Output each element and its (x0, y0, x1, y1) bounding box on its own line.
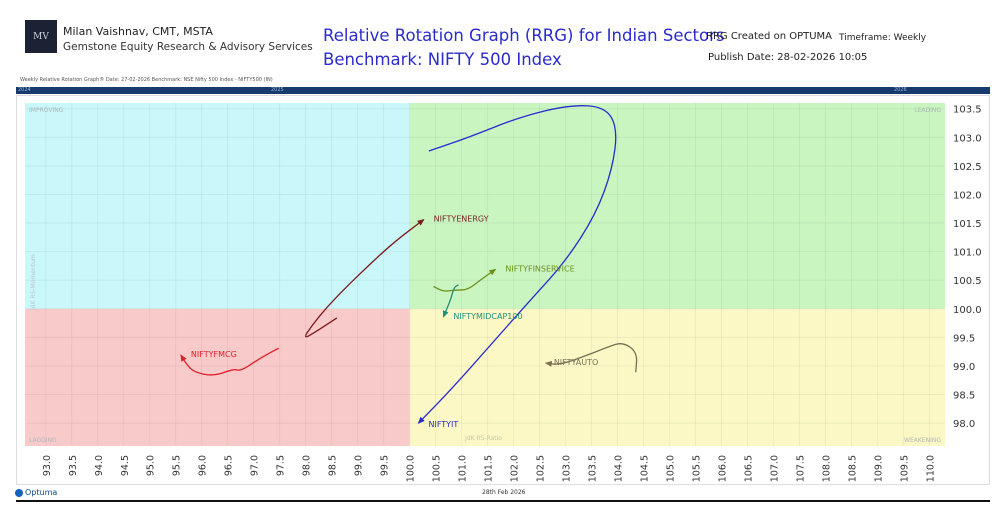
y-axis-label: JdK RS-Momentum (30, 254, 37, 311)
quadrant-leading (409, 103, 945, 309)
y-tick-label: 99.0 (953, 362, 975, 373)
bottom-divider (16, 500, 990, 502)
y-tick-label: 102.0 (953, 190, 982, 201)
series-label: NIFTYMIDCAP100 (453, 312, 522, 321)
publish-date: Publish Date: 28-02-2026 10:05 (708, 52, 868, 63)
x-tick-label: 104.0 (614, 455, 625, 482)
x-tick-label: 94.5 (120, 455, 131, 476)
x-tick-label: 96.0 (198, 455, 209, 476)
footer-date: 28th Feb 2026 (482, 489, 526, 496)
y-tick-label: 100.5 (953, 276, 982, 287)
chart-frame (16, 95, 990, 485)
x-tick-label: 107.0 (769, 455, 780, 482)
y-tick-label: 102.5 (953, 162, 982, 173)
x-tick-label: 93.5 (68, 455, 79, 476)
x-tick-label: 108.5 (847, 455, 858, 482)
x-tick-label: 102.0 (510, 455, 521, 482)
x-tick-label: 104.5 (640, 455, 651, 482)
y-tick-label: 101.0 (953, 248, 982, 259)
x-tick-label: 109.0 (873, 455, 884, 482)
author-name: Milan Vaishnav, CMT, MSTA (63, 25, 213, 38)
x-tick-label: 100.0 (406, 455, 417, 482)
quadrant-label: IMPROVING (29, 107, 64, 114)
x-tick-label: 97.5 (276, 455, 287, 476)
x-tick-label: 95.0 (146, 455, 157, 476)
chart-subheader: Weekly Relative Rotation Graph® Date: 27… (20, 77, 273, 83)
x-tick-label: 96.5 (224, 455, 235, 476)
x-tick-label: 100.5 (432, 455, 443, 482)
series-label: NIFTYIT (428, 420, 458, 429)
y-tick-label: 100.0 (953, 305, 982, 316)
y-tick-label: 98.0 (953, 419, 975, 430)
x-tick-label: 109.5 (899, 455, 910, 482)
x-tick-label: 97.0 (250, 455, 261, 476)
series-label: NIFTYAUTO (554, 358, 598, 367)
x-tick-label: 94.0 (94, 455, 105, 476)
quadrant-label: LEADING (914, 107, 941, 114)
tail-niftyauto (544, 343, 638, 373)
x-tick-label: 110.0 (925, 455, 936, 482)
chart-title: Relative Rotation Graph (RRG) for Indian… (323, 26, 725, 45)
timeline-year: 2024 (18, 87, 31, 93)
y-tick-label: 103.5 (953, 105, 982, 116)
series-label: NIFTYFMCG (191, 350, 237, 359)
firm-name: Gemstone Equity Research & Advisory Serv… (63, 41, 313, 53)
timeframe-label: Timeframe: Weekly (839, 33, 927, 43)
x-tick-label: 103.0 (562, 455, 573, 482)
y-tick-label: 103.0 (953, 133, 982, 144)
x-tick-label: 106.5 (743, 455, 754, 482)
tail-niftyfmcg (180, 347, 279, 376)
quadrant-lagging (25, 308, 410, 446)
quadrant-label: LAGGING (29, 437, 57, 444)
series-label: NIFTYENERGY (434, 215, 489, 224)
x-tick-label: 95.5 (172, 455, 183, 476)
x-tick-label: 108.0 (821, 455, 832, 482)
timeline-year: 2025 (271, 87, 284, 93)
y-tick-label: 98.5 (953, 391, 975, 402)
benchmark-title: Benchmark: NIFTY 500 Index (323, 50, 562, 69)
tail-niftyit (417, 105, 617, 424)
y-tick-label: 99.5 (953, 333, 975, 344)
y-tick-label: 101.5 (953, 219, 982, 230)
quadrant-label: WEAKENING (904, 437, 941, 444)
x-tick-label: 107.5 (795, 455, 806, 482)
x-tick-label: 99.5 (380, 455, 391, 476)
x-tick-label: 99.0 (354, 455, 365, 476)
x-axis-label: JdK RS-Ratio (464, 435, 502, 442)
author-logo: MV (25, 20, 57, 53)
quadrant-weakening (409, 308, 945, 446)
x-tick-label: 105.0 (666, 455, 677, 482)
x-tick-label: 101.0 (458, 455, 469, 482)
x-tick-label: 98.0 (302, 455, 313, 476)
quadrant-improving (25, 103, 410, 309)
timeline-year: 2026 (894, 87, 907, 93)
x-tick-label: 105.5 (692, 455, 703, 482)
x-tick-label: 103.5 (588, 455, 599, 482)
x-tick-label: 106.0 (717, 455, 728, 482)
x-tick-label: 93.0 (42, 455, 53, 476)
x-tick-label: 101.5 (484, 455, 495, 482)
optuma-icon (15, 488, 23, 497)
created-on-label: RRG Created on OPTUMA (706, 31, 833, 42)
x-tick-label: 102.5 (536, 455, 547, 482)
optuma-brand: Optuma (25, 488, 58, 497)
tail-niftyfinservice (433, 268, 497, 292)
optuma-logo: Optuma (15, 488, 57, 497)
tail-niftymidcap100 (442, 284, 459, 318)
x-tick-label: 98.5 (328, 455, 339, 476)
series-label: NIFTYFINSERVICE (505, 264, 574, 273)
tail-niftyenergy (304, 219, 425, 338)
timeline-bar[interactable]: 2024 2025 2026 (16, 87, 990, 94)
